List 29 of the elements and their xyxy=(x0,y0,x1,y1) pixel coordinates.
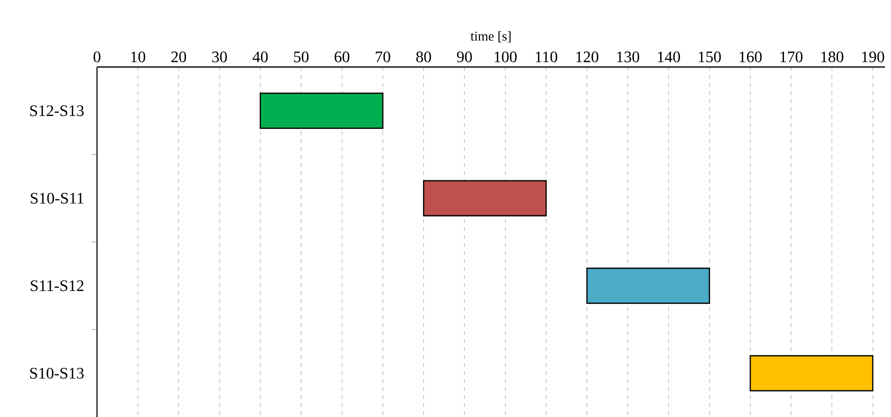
x-tick-label: 70 xyxy=(376,51,390,62)
x-tick-label: 90 xyxy=(456,51,472,62)
x-tick-label: 60 xyxy=(334,51,350,62)
x-tick-label: 100 xyxy=(494,51,517,62)
bar xyxy=(750,355,874,392)
bar xyxy=(586,268,710,304)
y-tick-label: S12-S13 xyxy=(30,105,84,116)
x-tick-label: 120 xyxy=(576,51,598,62)
x-tick-label: 130 xyxy=(617,51,640,62)
x-tick-label: 190 xyxy=(862,51,884,62)
x-tick-label: 0 xyxy=(94,51,100,62)
x-tick-label: 30 xyxy=(212,51,227,62)
x-tick-label: 160 xyxy=(740,51,762,62)
x-tick-label: 170 xyxy=(780,51,802,62)
x-axis-title: time [s] xyxy=(470,31,511,42)
x-tick-label: 20 xyxy=(171,51,186,62)
bar xyxy=(423,180,547,216)
bar xyxy=(260,92,384,129)
x-tick-label: 50 xyxy=(294,51,309,62)
y-tick-label: S11-S12 xyxy=(30,280,84,292)
x-tick-label: 150 xyxy=(698,51,721,62)
y-tick-label: S10-S11 xyxy=(30,192,84,204)
y-tick-label: S10-S13 xyxy=(30,368,84,379)
x-tick-label: 10 xyxy=(131,51,146,62)
x-tick-label: 180 xyxy=(821,51,844,62)
x-tick-label: 110 xyxy=(536,51,558,62)
x-tick-label: 140 xyxy=(658,51,680,62)
x-tick-label: 80 xyxy=(416,51,432,62)
x-tick-label: 40 xyxy=(252,51,268,62)
